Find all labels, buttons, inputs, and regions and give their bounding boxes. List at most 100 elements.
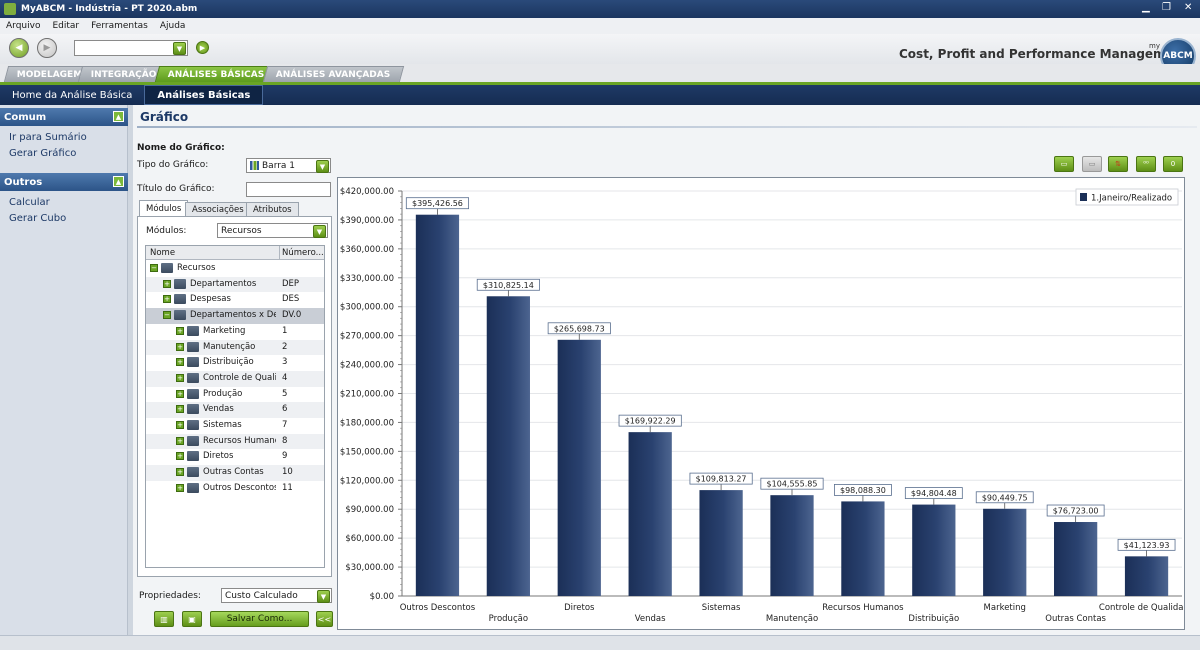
tree-row-name: Sistemas xyxy=(203,420,276,430)
sidebar-item-calcular[interactable]: Calcular xyxy=(9,197,50,208)
navigation-combo[interactable]: ▼ xyxy=(74,40,188,56)
sort-icon[interactable]: ⇅ xyxy=(1108,156,1128,172)
expand-node-icon[interactable]: + xyxy=(163,280,171,288)
tree-row[interactable]: + Sistemas 7 xyxy=(146,418,324,434)
tree-row-name: Produção xyxy=(203,389,276,399)
chart-view-icon[interactable]: ▭ xyxy=(1054,156,1074,172)
module-tree[interactable]: Nome Número... − Recursos + Departamentos DE… xyxy=(145,245,325,568)
save-as-button[interactable]: Salvar Como... xyxy=(210,611,309,627)
data-label: $76,723.00 xyxy=(1053,507,1099,516)
expand-node-icon[interactable]: + xyxy=(176,484,184,492)
collapse-icon[interactable]: ▲ xyxy=(113,111,124,122)
data-label: $104,555.85 xyxy=(767,480,818,489)
chart-icon: ▥ xyxy=(160,615,168,624)
collapse-panel-button[interactable]: << xyxy=(316,611,333,627)
back-button[interactable]: ◀ xyxy=(9,38,29,58)
modules-select[interactable]: Recursos ▼ xyxy=(217,223,328,238)
collapse-node-icon[interactable]: − xyxy=(150,264,158,272)
tree-header-numero[interactable]: Número... xyxy=(282,248,324,258)
properties-select[interactable]: Custo Calculado ▼ xyxy=(221,588,332,603)
folder-icon xyxy=(187,389,199,399)
data-values-icon[interactable]: ⁰⁰ xyxy=(1136,156,1156,172)
expand-node-icon[interactable]: + xyxy=(176,437,184,445)
collapse-icon[interactable]: ▲ xyxy=(113,176,124,187)
close-icon[interactable]: ✕ xyxy=(1184,2,1192,13)
go-button[interactable]: ▶ xyxy=(196,41,209,54)
tree-row[interactable]: + Marketing 1 xyxy=(146,324,324,340)
tree-row[interactable]: + Departamentos DEP xyxy=(146,277,324,293)
minimize-icon[interactable]: ▁ xyxy=(1142,2,1150,13)
chart-type-select[interactable]: Barra 1 ▼ xyxy=(246,158,331,173)
subnav-analises-basicas[interactable]: Análises Básicas xyxy=(144,85,263,105)
expand-node-icon[interactable]: + xyxy=(176,358,184,366)
sidebar-item-gerar-grafico[interactable]: Gerar Gráfico xyxy=(9,148,76,159)
tree-row-number: 3 xyxy=(282,357,287,367)
chart-settings-button[interactable]: ▥ xyxy=(154,611,174,627)
tree-row[interactable]: + Recursos Humanos 8 xyxy=(146,434,324,450)
tree-row[interactable]: + Despesas DES xyxy=(146,292,324,308)
tree-row-number: 9 xyxy=(282,451,287,461)
tree-row[interactable]: + Outras Contas 10 xyxy=(146,465,324,481)
expand-node-icon[interactable]: + xyxy=(176,452,184,460)
tree-row-number: 10 xyxy=(282,467,293,477)
y-tick-label: $240,000.00 xyxy=(340,361,394,371)
chevron-down-icon[interactable]: ▼ xyxy=(317,590,330,603)
x-category-label: Manutenção xyxy=(766,614,818,624)
tree-row[interactable]: + Outros Descontos 11 xyxy=(146,481,324,497)
tree-row[interactable]: − Departamentos x Descontos DV.0 xyxy=(146,308,324,324)
tree-row-name: Controle de Qualidade xyxy=(203,373,276,383)
collapse-node-icon[interactable]: − xyxy=(163,311,171,319)
tree-row[interactable]: − Recursos xyxy=(146,261,324,277)
expand-node-icon[interactable]: + xyxy=(163,295,171,303)
menu-ferramentas[interactable]: Ferramentas xyxy=(91,21,148,31)
sidebar-section-outros[interactable]: Outros ▲ xyxy=(0,173,128,191)
chart-title-label: Título do Gráfico: xyxy=(137,184,215,194)
expand-node-icon[interactable]: + xyxy=(176,374,184,382)
chevron-down-icon[interactable]: ▼ xyxy=(313,225,326,238)
tree-row-number: 8 xyxy=(282,436,287,446)
tree-row-name: Departamentos x Descontos xyxy=(190,310,276,320)
subnav-home-analise[interactable]: Home da Análise Básica xyxy=(0,85,144,105)
menu-ajuda[interactable]: Ajuda xyxy=(160,21,186,31)
expand-node-icon[interactable]: + xyxy=(176,421,184,429)
chevron-down-icon[interactable]: ▼ xyxy=(316,160,329,173)
tree-row[interactable]: + Controle de Qualidade 4 xyxy=(146,371,324,387)
expand-node-icon[interactable]: + xyxy=(176,327,184,335)
tab-analises-avancadas[interactable]: ANÁLISES AVANÇADAS xyxy=(263,66,404,82)
sidebar-section-comum[interactable]: Comum ▲ xyxy=(0,108,128,126)
tree-row[interactable]: + Manutenção 2 xyxy=(146,340,324,356)
chevron-down-icon[interactable]: ▼ xyxy=(173,42,186,55)
tab-modulos[interactable]: Módulos xyxy=(139,200,188,217)
zero-icon[interactable]: 0 xyxy=(1163,156,1183,172)
save-button[interactable]: ▣ xyxy=(182,611,202,627)
tree-header-nome[interactable]: Nome xyxy=(150,248,175,258)
x-category-label: Controle de Qualidade xyxy=(1099,603,1184,613)
tree-row[interactable]: + Distribuição 3 xyxy=(146,355,324,371)
folder-icon xyxy=(187,451,199,461)
expand-node-icon[interactable]: + xyxy=(176,390,184,398)
restore-icon[interactable]: ❐ xyxy=(1162,2,1171,13)
tree-row[interactable]: + Diretos 9 xyxy=(146,449,324,465)
menu-arquivo[interactable]: Arquivo xyxy=(6,21,40,31)
y-tick-label: $270,000.00 xyxy=(340,332,394,342)
expand-node-icon[interactable]: + xyxy=(176,468,184,476)
tab-analises-avancadas-label: ANÁLISES AVANÇADAS xyxy=(276,70,391,80)
chart-title-input[interactable] xyxy=(246,182,331,197)
tab-associacoes[interactable]: Associações xyxy=(185,202,251,217)
chart-grid-icon[interactable]: ▭ xyxy=(1082,156,1102,172)
tree-row[interactable]: + Vendas 6 xyxy=(146,402,324,418)
sidebar-item-ir-para-sumario[interactable]: Ir para Sumário xyxy=(9,132,87,143)
tree-row-number: 6 xyxy=(282,404,287,414)
sidebar-section-title: Comum xyxy=(4,112,46,123)
tree-row[interactable]: + Produção 5 xyxy=(146,387,324,403)
tab-atributos[interactable]: Atributos xyxy=(246,202,299,217)
menu-editar[interactable]: Editar xyxy=(52,21,79,31)
expand-node-icon[interactable]: + xyxy=(176,405,184,413)
folder-icon xyxy=(174,310,186,320)
y-tick-label: $90,000.00 xyxy=(345,505,394,515)
tree-row-name: Outros Descontos xyxy=(203,483,276,493)
forward-button[interactable]: ▶ xyxy=(37,38,57,58)
expand-node-icon[interactable]: + xyxy=(176,343,184,351)
tab-analises-basicas[interactable]: ANÁLISES BÁSICAS xyxy=(155,66,278,82)
sidebar-item-gerar-cubo[interactable]: Gerar Cubo xyxy=(9,213,66,224)
